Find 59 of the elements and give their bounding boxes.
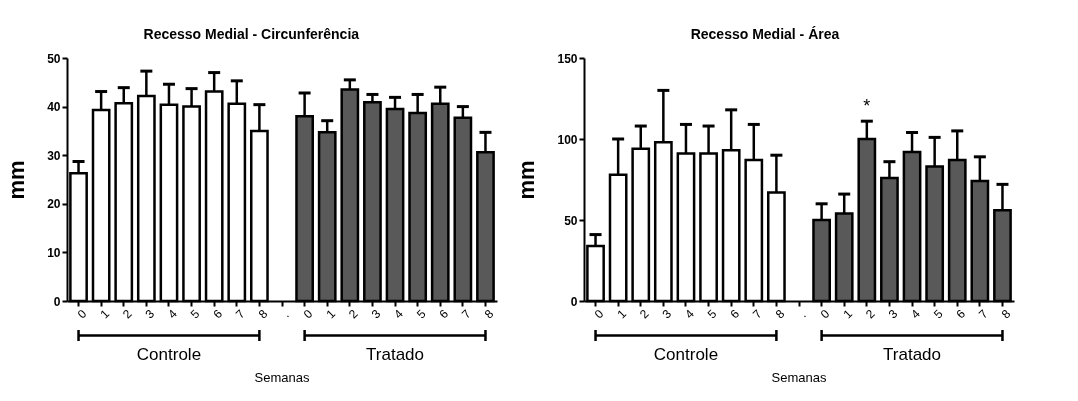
y-tick-label: 10 [47,245,61,260]
x-tick-label: 2 [346,306,361,322]
x-tick-label: 8 [998,306,1014,322]
x-tick-label: 6 [953,306,969,322]
y-tick-label: 30 [47,148,61,163]
x-tick-label: 4 [165,306,181,322]
x-tick-label: 5 [187,306,203,322]
x-tick-label: 3 [142,306,158,322]
y-tick-label: 150 [557,51,578,66]
x-tick-label: . [796,307,809,321]
x-tick-label: 2 [863,306,878,322]
x-tick-label: 7 [233,306,248,322]
text: Tratado [883,344,942,364]
y-tick-label: 100 [557,132,578,147]
x-tick-label: 4 [908,306,924,322]
x-tick-label: 8 [772,306,788,322]
y-tick-label: 0 [570,294,578,309]
x-tick-label: 7 [750,306,765,322]
x-tick-label: 8 [255,306,271,322]
y-axis-title: mm [4,160,30,200]
x-tick-label: 0 [300,306,316,322]
x-tick-label: 1 [614,306,630,322]
x-axis-title: Semanas [771,370,827,386]
x-tick-label: 4 [682,306,698,322]
x-tick-label: 2 [636,306,652,322]
x-tick-label: 6 [210,306,226,322]
y-tick-label: 40 [47,100,61,115]
x-tick-label: 5 [413,306,429,322]
x-tick-label: 0 [74,306,90,322]
data-label: * [863,96,871,117]
x-tick-label: 1 [97,306,113,322]
x-tick-label: 0 [817,306,833,322]
x-tick-label: 2 [119,306,135,322]
y-tick-label: 50 [47,51,61,66]
y-tick-label: 50 [564,213,578,228]
x-tick-label: 3 [659,306,675,322]
x-tick-label: 6 [727,306,743,322]
x-tick-label: 6 [436,306,452,322]
y-tick-label: 20 [47,197,61,212]
x-axis-title: Semanas [254,370,310,386]
chart-title: Recesso Medial - Circunferência [143,26,360,42]
x-tick-label: 8 [481,306,497,322]
y-tick-label: 0 [53,294,61,309]
y-axis-title: mm [514,160,540,200]
x-tick-label: 3 [368,306,384,322]
chart-title: Recesso Medial - Área [690,26,840,42]
text: Tratado [366,344,425,364]
x-tick-label: 7 [459,306,474,322]
text: Controle [136,344,202,364]
text: Controle [653,344,719,364]
x-tick-label: 0 [591,306,607,322]
x-tick-label: 5 [704,306,720,322]
x-tick-label: 5 [930,306,946,322]
x-tick-label: 4 [391,306,407,322]
x-tick-label: 1 [323,306,339,322]
x-tick-label: 3 [885,306,901,322]
x-tick-label: . [279,307,292,321]
x-tick-label: 7 [976,306,991,322]
x-tick-label: 1 [840,306,856,322]
